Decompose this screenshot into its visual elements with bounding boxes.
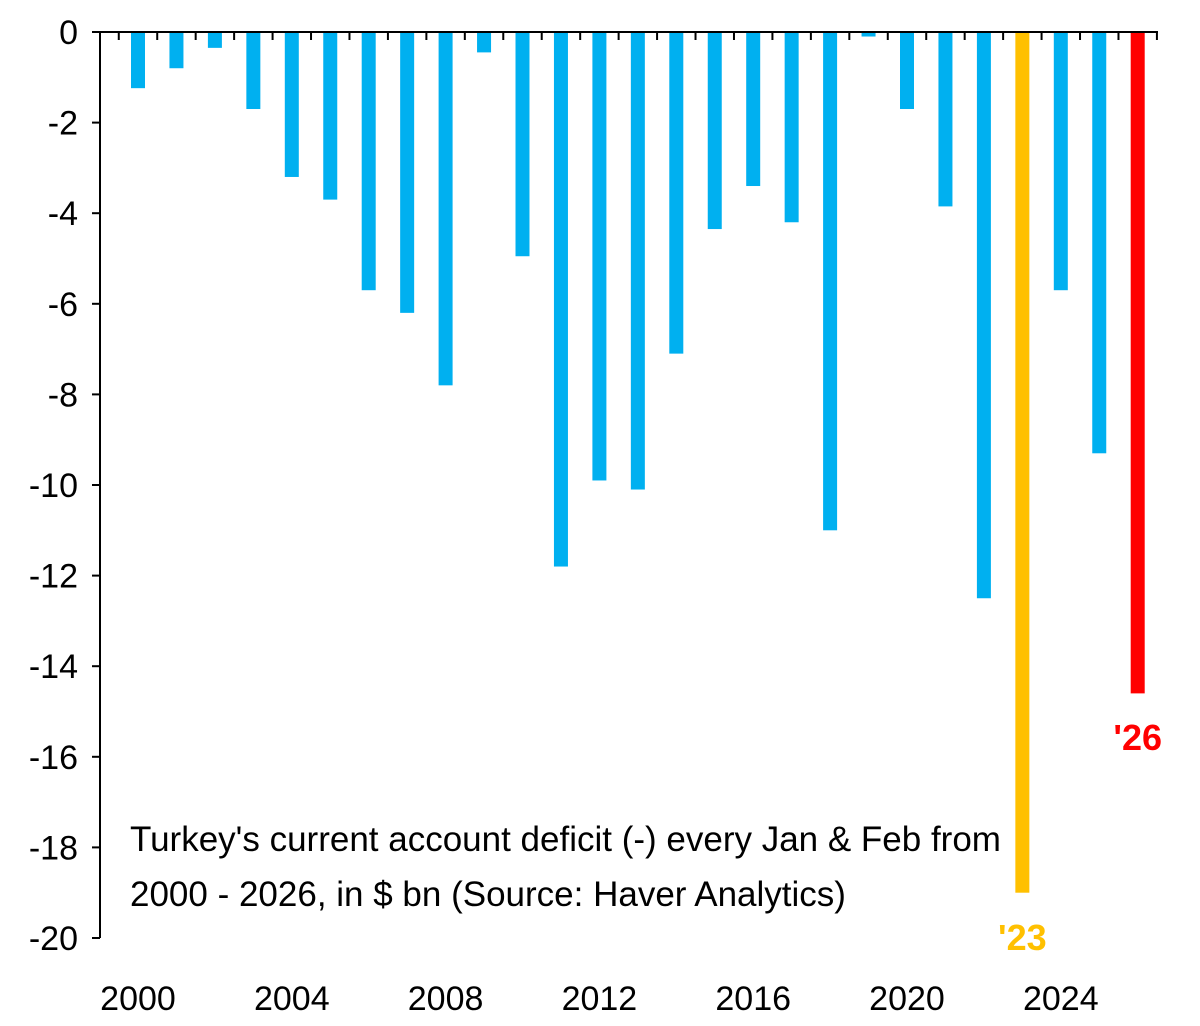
x-tick-label: 2004 bbox=[254, 980, 330, 1018]
bar-2014 bbox=[669, 32, 684, 354]
bar-2015 bbox=[707, 32, 722, 230]
bar-2007 bbox=[400, 32, 415, 313]
y-tick-label: -14 bbox=[29, 648, 78, 686]
y-tick-label: 0 bbox=[59, 14, 78, 52]
bar-2024 bbox=[1053, 32, 1068, 291]
bar-2025 bbox=[1092, 32, 1107, 454]
bar-2011 bbox=[553, 32, 568, 567]
bar-2013 bbox=[630, 32, 645, 490]
chart-note: Turkey's current account deficit (-) eve… bbox=[130, 820, 1001, 914]
y-tick-label: -18 bbox=[29, 829, 78, 867]
bar-2001 bbox=[169, 32, 184, 69]
annotation-2026: '26 bbox=[1113, 717, 1162, 758]
bar-2019 bbox=[861, 32, 876, 37]
bar-2016 bbox=[746, 32, 761, 187]
y-tick-label: -20 bbox=[29, 920, 78, 958]
x-tick-label: 2000 bbox=[100, 980, 176, 1018]
bar-2022 bbox=[976, 32, 991, 599]
y-tick-label: -16 bbox=[29, 739, 78, 777]
bar-2012 bbox=[592, 32, 607, 481]
bar-2017 bbox=[784, 32, 799, 223]
bar-2020 bbox=[900, 32, 914, 110]
x-tick-label: 2024 bbox=[1023, 980, 1099, 1018]
bar-2002 bbox=[207, 32, 222, 48]
bar-2009 bbox=[477, 32, 492, 53]
y-tick-label: -6 bbox=[48, 286, 78, 324]
bar-2008 bbox=[438, 32, 453, 386]
x-tick-label: 2020 bbox=[869, 980, 945, 1018]
y-tick-label: -10 bbox=[29, 467, 78, 505]
bar-2010 bbox=[515, 32, 530, 257]
y-tick-label: -2 bbox=[48, 105, 78, 143]
bar-2005 bbox=[323, 32, 338, 200]
bar-2006 bbox=[361, 32, 376, 291]
x-tick-label: 2012 bbox=[562, 980, 638, 1018]
bar-2018 bbox=[823, 32, 838, 531]
bar-2023 bbox=[1015, 32, 1030, 893]
y-tick-label: -12 bbox=[29, 558, 78, 596]
bar-2026 bbox=[1130, 32, 1145, 694]
annotation-2023: '23 bbox=[998, 917, 1047, 958]
x-tick-label: 2008 bbox=[408, 980, 484, 1018]
bar-2021 bbox=[938, 32, 953, 207]
bar-2000 bbox=[131, 32, 145, 89]
y-tick-label: -4 bbox=[48, 195, 78, 233]
x-tick-label: 2016 bbox=[715, 980, 791, 1018]
y-tick-label: -8 bbox=[48, 376, 78, 414]
bar-2004 bbox=[284, 32, 299, 177]
bar-2003 bbox=[246, 32, 261, 110]
